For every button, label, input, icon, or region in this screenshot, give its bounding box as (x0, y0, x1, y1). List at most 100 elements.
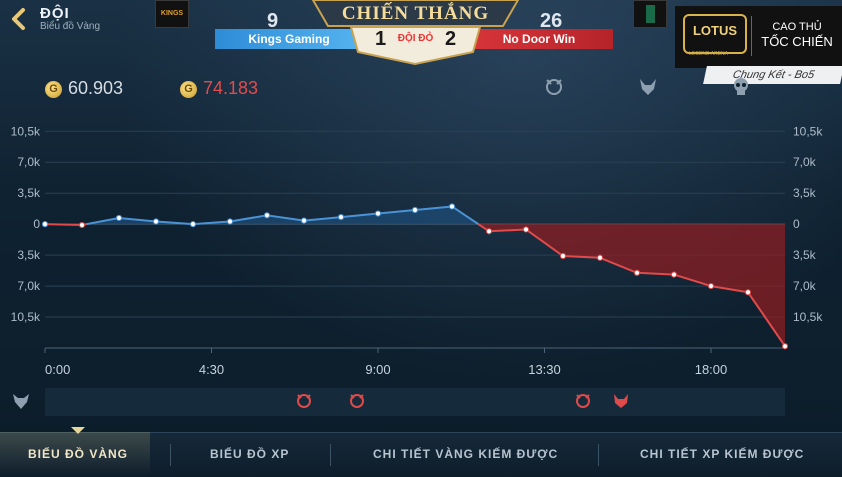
gold-coin-icon: G (180, 81, 197, 98)
score-label: ĐỘI ĐỎ (397, 33, 434, 44)
data-point (744, 289, 752, 296)
left-team-logo: KINGS (155, 0, 189, 28)
chart-line-layer (44, 205, 786, 347)
tab-gold-chart[interactable]: BIỂU ĐỒ VÀNG (28, 447, 129, 461)
data-point (596, 254, 604, 261)
blue-gold-value: 60.903 (68, 78, 124, 98)
left-team-name: Kings Gaming (215, 29, 363, 49)
red-lead-area (748, 224, 785, 347)
lotus-logo-sub: LEGEND ARENA (689, 51, 728, 57)
tournament-brand: LOTUS LEGEND ARENA CAO THỦ TỐC CHIẾN (675, 6, 842, 68)
series-line-segment (118, 216, 157, 223)
y-tick-label: 10,5k (793, 310, 823, 324)
page-title: ĐỘI (40, 5, 70, 22)
red-lead-area (526, 224, 563, 256)
red-lead-area (674, 224, 711, 287)
wolf-icon (13, 394, 29, 409)
data-point (263, 212, 271, 219)
series-line-segment (155, 220, 194, 226)
tab-gold-details[interactable]: CHI TIẾT VÀNG KIẾM ĐƯỢC (373, 447, 559, 461)
x-tick-label: 9:00 (365, 362, 390, 377)
right-team-logo (633, 0, 667, 28)
y-tick-label: 0 (33, 217, 40, 231)
series-line-segment (192, 220, 231, 226)
series-line-segment (488, 228, 527, 233)
data-point (374, 210, 382, 217)
y-tick-label: 10,5k (11, 124, 41, 138)
data-point (78, 221, 86, 229)
right-team-name: No Door Win (465, 29, 613, 49)
series-line-segment (525, 228, 564, 257)
series-line-segment (451, 205, 479, 225)
data-point (226, 218, 234, 225)
blue-gold-total: G 60.903 (45, 78, 123, 99)
series-line-segment (673, 273, 712, 288)
result-badge: CHIẾN THẮNG 1 ĐỘI ĐỎ 2 (303, 0, 528, 66)
series-line-segment (340, 212, 379, 219)
y-tick-label: 10,5k (11, 310, 41, 324)
dragon-icon (576, 394, 590, 408)
x-tick-label: 18:00 (695, 362, 728, 377)
tab-bar (0, 432, 842, 477)
y-tick-label: 7,0k (17, 279, 41, 293)
tab-xp-chart[interactable]: BIỂU ĐỒ XP (210, 447, 290, 461)
result-text: CHIẾN THẮNG (341, 3, 490, 24)
result-badge-frame (311, 0, 520, 66)
x-tick-labels: 0:00 4:30 9:00 13:30 18:00 (45, 362, 727, 377)
left-series-score: 1 (375, 28, 387, 50)
x-tick-label: 4:30 (199, 362, 224, 377)
left-kills: 9 (267, 10, 279, 32)
horned-skull-icon (640, 79, 656, 95)
gold-coin-icon: G (45, 81, 62, 98)
x-tick-label: 0:00 (45, 362, 70, 377)
chart-grid (44, 130, 785, 353)
dragon-icon (297, 394, 311, 408)
y-tick-label: 10,5k (793, 124, 823, 138)
x-tick-label: 13:30 (528, 362, 561, 377)
y-tick-label: 3,5k (793, 186, 817, 200)
series-line-segment (599, 256, 638, 274)
series-line-segment (229, 214, 268, 223)
right-series-score: 2 (445, 28, 457, 50)
series-line-segment (747, 291, 786, 347)
chevron-left-icon (12, 8, 25, 30)
series-line-segment (86, 216, 120, 226)
series-line-segment (266, 214, 305, 222)
data-point (41, 221, 49, 228)
back-button[interactable] (6, 6, 32, 32)
data-point (152, 218, 160, 225)
tab-xp-details[interactable]: CHI TIẾT XP KIẾM ĐƯỢC (640, 447, 805, 461)
right-kills: 26 (540, 10, 563, 32)
caret-down-icon (71, 427, 85, 434)
red-lead-area (637, 224, 674, 275)
data-point (633, 269, 641, 276)
data-point (485, 228, 493, 235)
data-point (559, 252, 567, 260)
brand-line-1: CAO THỦ (772, 21, 822, 33)
active-tab-highlight (0, 432, 150, 476)
red-gold-value: 74.183 (203, 78, 259, 98)
tab-divider (330, 444, 331, 466)
data-point (115, 214, 123, 222)
y-tick-label: 3,5k (17, 186, 41, 200)
y-tick-labels-right: 10,5k 7,0k 3,5k 0 3,5k 7,0k 10,5k (793, 124, 823, 324)
skull-icon (734, 78, 748, 95)
brand-divider (751, 16, 752, 56)
chart-point-layer (41, 203, 789, 350)
data-point (189, 221, 197, 228)
data-point (670, 271, 678, 278)
data-point (781, 343, 789, 350)
dragon-icon (546, 79, 562, 95)
series-line-segment (636, 271, 675, 276)
data-point (300, 217, 308, 224)
data-point (411, 206, 419, 214)
page-subtitle: Biểu đồ Vàng (40, 21, 101, 32)
blue-lead-area (415, 206, 452, 225)
data-point (522, 226, 530, 233)
data-point (337, 213, 345, 221)
objective-timeline (45, 388, 785, 416)
series-line-segment (710, 285, 749, 294)
series-line-segment (562, 255, 601, 259)
tab-divider (170, 444, 171, 466)
